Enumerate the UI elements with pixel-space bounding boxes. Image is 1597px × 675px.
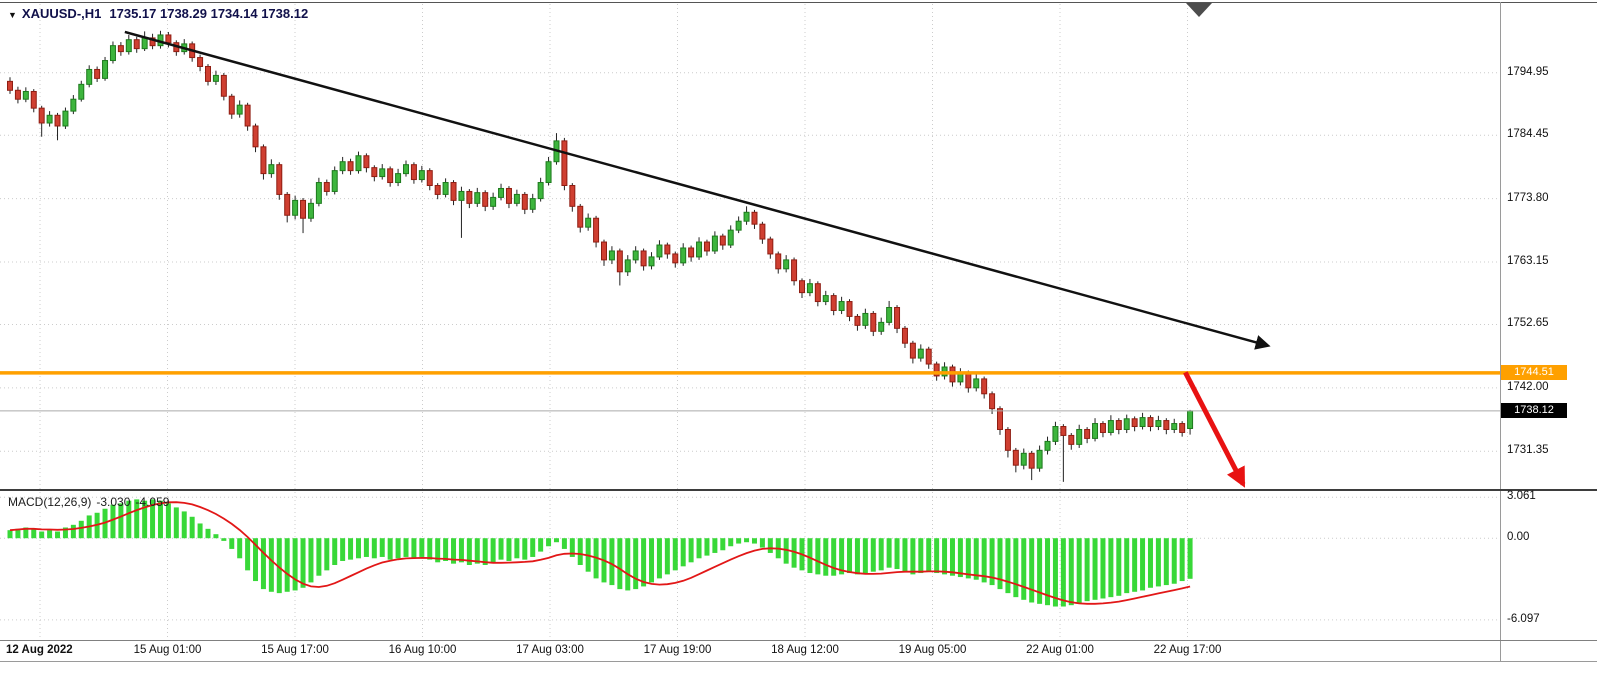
macd-signal-value: -4.059 bbox=[135, 495, 170, 509]
macd-value: -3.030 bbox=[96, 495, 131, 509]
red-down-arrow[interactable] bbox=[1183, 371, 1246, 488]
current-price-tag: 1738.12 bbox=[1501, 403, 1567, 419]
ohlc-readout: 1735.17 1738.29 1734.14 1738.12 bbox=[109, 6, 309, 21]
macd-name: MACD(12,26,9) bbox=[8, 495, 92, 509]
macd-histogram bbox=[7, 499, 1193, 607]
chart-shift-marker-icon bbox=[1186, 3, 1212, 17]
descending-trendline[interactable] bbox=[124, 30, 1271, 350]
symbol-period-label: XAUUSD-,H1 bbox=[21, 6, 102, 21]
ohlc-toggle-icon[interactable]: ▼ bbox=[8, 10, 17, 20]
macd-signal-line bbox=[9, 501, 1191, 605]
grid-lines bbox=[0, 4, 1500, 640]
hline-price-tag: 1744.51 bbox=[1501, 365, 1567, 381]
macd-indicator-label: MACD(12,26,9) -3.030 -4.059 bbox=[8, 495, 174, 509]
chart-title: ▼ XAUUSD-,H1 1735.17 1738.29 1734.14 1738.… bbox=[8, 6, 308, 21]
candlestick-series bbox=[7, 30, 1194, 482]
